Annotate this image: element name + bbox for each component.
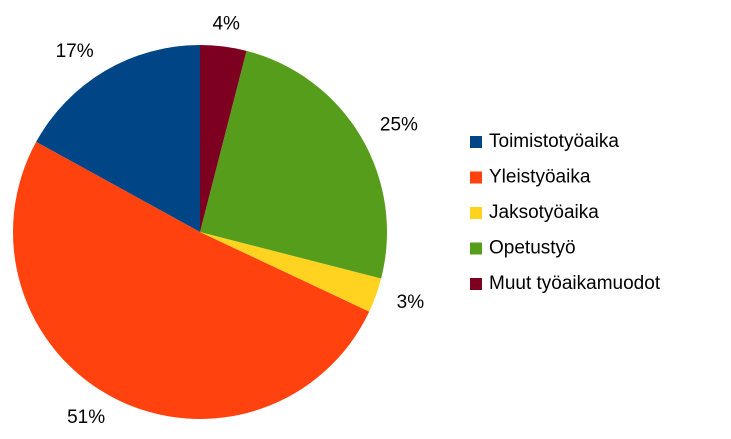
value-label: 25% bbox=[380, 115, 418, 136]
legend-label: Opetustyö bbox=[489, 238, 576, 259]
pie-slice bbox=[200, 232, 382, 312]
pie-slice bbox=[200, 45, 247, 232]
value-label: 3% bbox=[397, 292, 425, 313]
pie-slice bbox=[36, 45, 201, 232]
legend-label: Toimistotyöaika bbox=[489, 131, 619, 152]
legend-label: Jaksotyöaika bbox=[489, 202, 599, 223]
legend-swatch bbox=[470, 136, 482, 148]
legend-label: Muut työaikamuodot bbox=[489, 273, 661, 294]
pie-slice bbox=[13, 141, 370, 419]
value-label: 17% bbox=[56, 41, 94, 62]
legend-label: Yleistyöaika bbox=[489, 167, 591, 188]
legend-swatch bbox=[470, 207, 482, 219]
legend-swatch bbox=[470, 171, 482, 184]
value-label: 51% bbox=[67, 407, 105, 428]
value-label: 4% bbox=[212, 14, 240, 35]
legend-swatch bbox=[470, 242, 482, 255]
pie-slice bbox=[200, 50, 387, 279]
legend-swatch bbox=[470, 278, 482, 290]
